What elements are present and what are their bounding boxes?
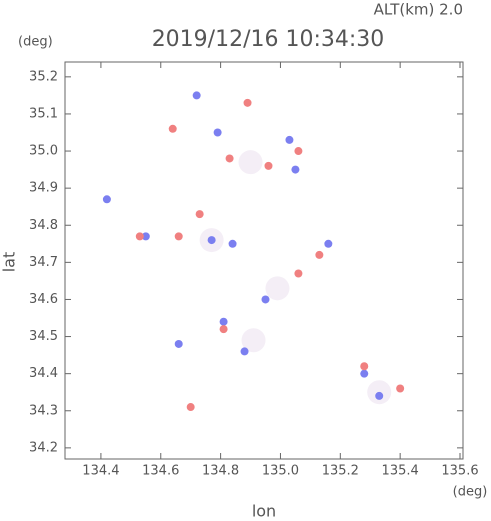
data-point	[291, 165, 300, 174]
data-point	[264, 161, 273, 170]
x-tick-label: 134.8	[202, 464, 239, 479]
data-point	[285, 135, 294, 144]
x-tick-label: 135.0	[262, 464, 299, 479]
data-point	[360, 362, 369, 371]
data-point	[375, 391, 384, 400]
y-tick-label: 34.5	[29, 329, 58, 344]
data-point	[238, 150, 263, 175]
data-point	[102, 195, 111, 204]
data-point	[315, 250, 324, 259]
x-unit: (deg)	[453, 485, 488, 500]
data-point	[265, 276, 290, 301]
data-point	[168, 124, 177, 133]
data-point	[207, 236, 216, 245]
plot-frame	[64, 61, 464, 460]
data-point	[219, 317, 228, 326]
chart-title: 2019/12/16 10:34:30	[152, 27, 385, 52]
x-tick-label: 135.6	[441, 464, 478, 479]
x-axis-label: lon	[252, 502, 276, 521]
data-point	[396, 384, 405, 393]
y-tick-label: 34.4	[29, 366, 58, 381]
data-point	[294, 269, 303, 278]
data-point	[324, 239, 333, 248]
data-point	[243, 98, 252, 107]
data-point	[360, 369, 369, 378]
y-tick-label: 34.2	[29, 440, 58, 455]
data-point	[186, 403, 195, 412]
y-tick-label: 34.3	[29, 403, 58, 418]
y-axis-label: lat	[0, 252, 19, 273]
data-point	[174, 339, 183, 348]
y-tick-label: 34.9	[29, 181, 58, 196]
data-point	[213, 128, 222, 137]
data-point	[241, 328, 266, 353]
data-point	[294, 147, 303, 156]
y-tick-label: 35.0	[29, 144, 58, 159]
y-tick-label: 35.2	[29, 69, 58, 84]
data-point	[141, 232, 150, 241]
data-point	[135, 232, 144, 241]
x-tick-label: 134.6	[142, 464, 179, 479]
data-point	[219, 325, 228, 334]
x-tick-label: 135.2	[322, 464, 359, 479]
data-point	[225, 154, 234, 163]
y-unit: (deg)	[18, 35, 53, 50]
data-point	[240, 347, 249, 356]
data-point	[192, 91, 201, 100]
y-tick-label: 34.8	[29, 218, 58, 233]
x-tick-label: 134.4	[82, 464, 119, 479]
y-tick-label: 35.1	[29, 106, 58, 121]
x-tick-label: 135.4	[382, 464, 419, 479]
data-point	[195, 210, 204, 219]
data-point	[228, 239, 237, 248]
chart-subtitle: ALT(km) 2.0	[374, 1, 463, 19]
data-point	[261, 295, 270, 304]
y-tick-label: 34.6	[29, 292, 58, 307]
data-point	[174, 232, 183, 241]
y-tick-label: 34.7	[29, 255, 58, 270]
